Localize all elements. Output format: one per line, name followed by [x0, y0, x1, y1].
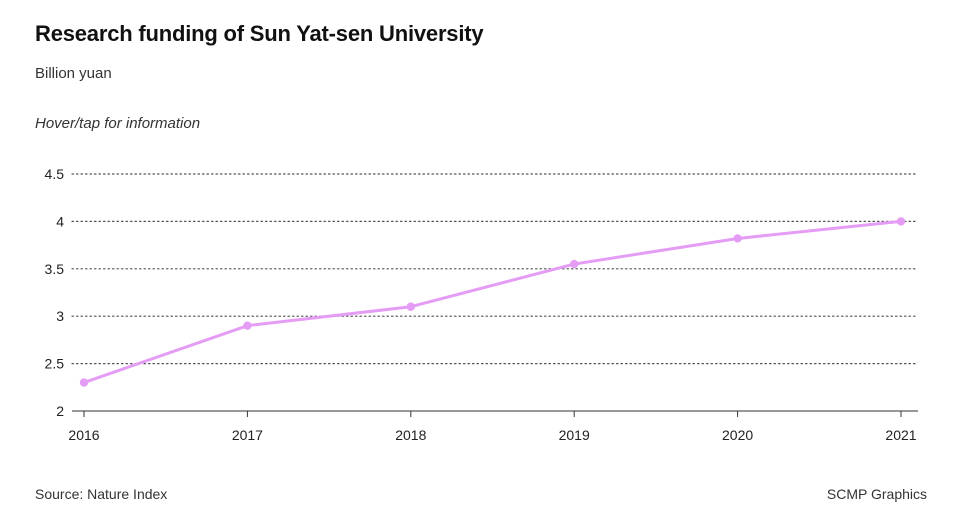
x-tick-label: 2020 [722, 427, 753, 443]
x-tick-label: 2017 [232, 427, 263, 443]
series-layer[interactable] [79, 217, 906, 387]
x-tick-label: 2016 [68, 427, 99, 443]
data-point-2016[interactable] [79, 378, 89, 387]
y-tick-label: 4.5 [45, 166, 65, 182]
data-point-2021[interactable] [896, 217, 906, 226]
grid-layer: 2 2.5 3 3.5 4 4.5 [45, 166, 919, 419]
source-note: Source: Nature Index [35, 486, 168, 502]
chart-title: Research funding of Sun Yat-sen Universi… [35, 21, 484, 46]
series-line[interactable] [82, 219, 903, 385]
data-point-2018[interactable] [406, 302, 415, 311]
y-tick-label: 4 [56, 213, 64, 229]
chart-subtitle: Billion yuan [35, 65, 112, 82]
x-tick-label: 2021 [885, 427, 916, 443]
y-tick-label: 2 [56, 403, 64, 419]
credit-note: SCMP Graphics [826, 486, 927, 502]
x-tick-label: 2019 [559, 427, 590, 443]
x-axis: 2016 2017 2018 2019 2020 2021 [68, 410, 918, 443]
data-point-2020[interactable] [733, 234, 742, 243]
y-tick-label: 2.5 [45, 356, 65, 372]
data-point-2017[interactable] [243, 321, 252, 330]
y-tick-label: 3 [56, 308, 64, 324]
x-tick-label: 2018 [395, 427, 426, 443]
y-tick-label: 3.5 [45, 261, 65, 277]
data-point-2019[interactable] [570, 259, 579, 269]
interaction-hint: Hover/tap for information [35, 115, 201, 132]
